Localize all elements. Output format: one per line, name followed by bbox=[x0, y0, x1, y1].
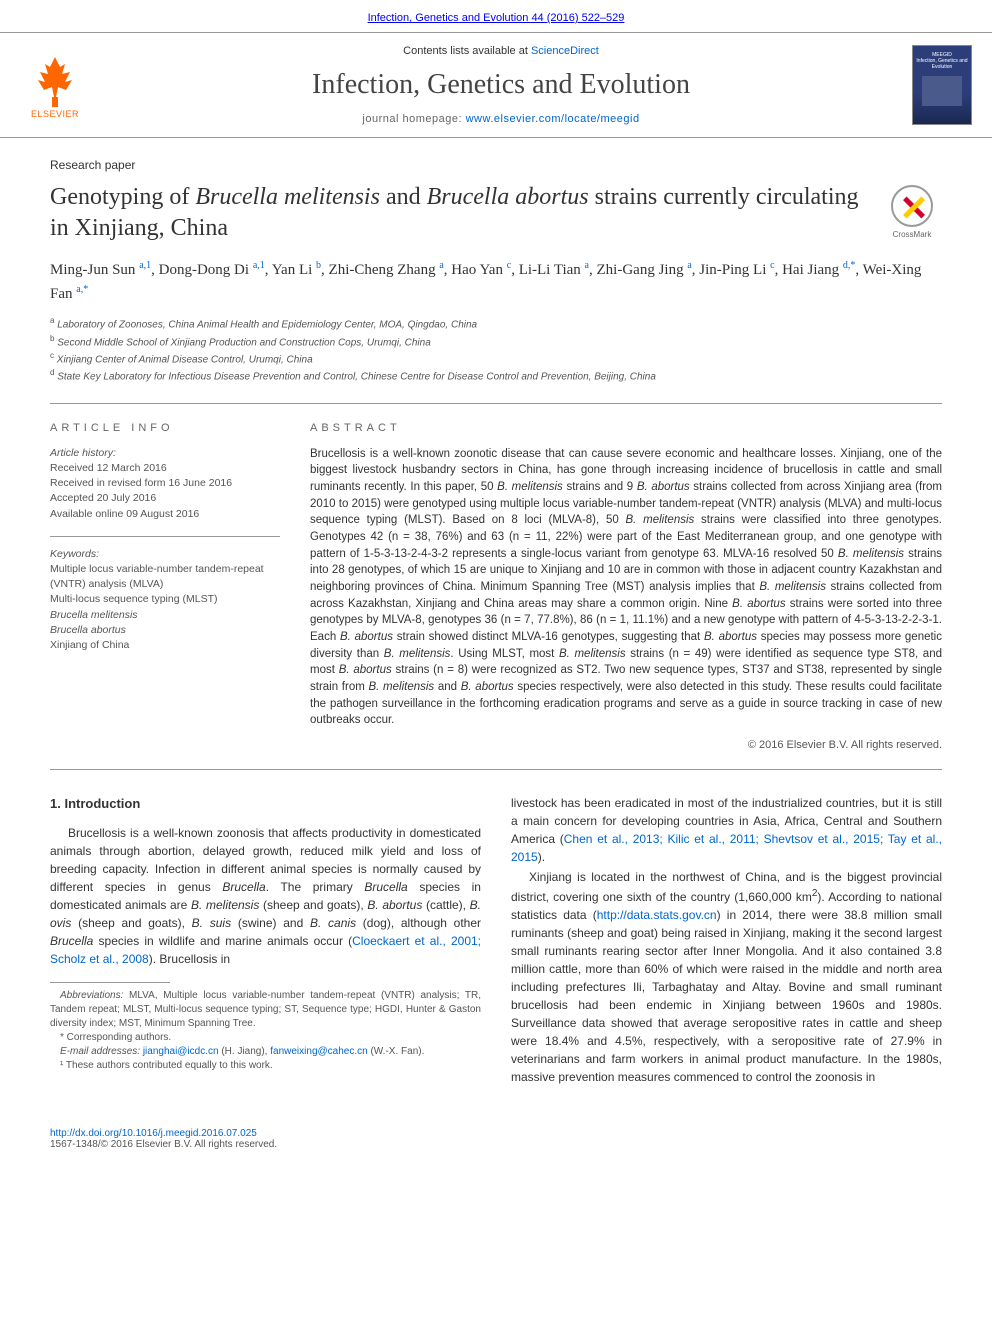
journal-cover-icon: MEEGID Infection, Genetics and Evolution bbox=[912, 45, 972, 125]
issn-copyright: 1567-1348/© 2016 Elsevier B.V. All right… bbox=[50, 1139, 277, 1150]
footnote-corresponding: * Corresponding authors. bbox=[50, 1031, 481, 1045]
crossmark-badge[interactable]: CrossMark bbox=[882, 182, 942, 242]
abstract-label: ABSTRACT bbox=[310, 422, 942, 434]
body-column-left: 1. Introduction Brucellosis is a well-kn… bbox=[50, 794, 481, 1088]
affiliations: a Laboratory of Zoonoses, China Animal H… bbox=[50, 315, 942, 384]
abstract-column: ABSTRACT Brucellosis is a well-known zoo… bbox=[310, 422, 942, 751]
abstract-text: Brucellosis is a well-known zoonotic dis… bbox=[310, 446, 942, 729]
copyright: © 2016 Elsevier B.V. All rights reserved… bbox=[310, 739, 942, 751]
intro-para-cont: livestock has been eradicated in most of… bbox=[511, 794, 942, 866]
divider-2 bbox=[50, 769, 942, 770]
body-columns: 1. Introduction Brucellosis is a well-kn… bbox=[50, 794, 942, 1088]
doi-link[interactable]: http://dx.doi.org/10.1016/j.meegid.2016.… bbox=[50, 1128, 257, 1139]
journal-reference: Infection, Genetics and Evolution 44 (20… bbox=[0, 0, 992, 32]
crossmark-icon bbox=[891, 185, 933, 227]
contents-line: Contents lists available at ScienceDirec… bbox=[110, 45, 892, 57]
intro-heading: 1. Introduction bbox=[50, 794, 481, 814]
page-footer: http://dx.doi.org/10.1016/j.meegid.2016.… bbox=[0, 1118, 992, 1180]
sciencedirect-link[interactable]: ScienceDirect bbox=[531, 45, 599, 57]
contents-prefix: Contents lists available at bbox=[403, 45, 531, 57]
elsevier-tree-icon bbox=[30, 52, 80, 107]
header-center: Contents lists available at ScienceDirec… bbox=[110, 45, 892, 125]
authors: Ming-Jun Sun a,1, Dong-Dong Di a,1, Yan … bbox=[50, 258, 942, 305]
cover-image-placeholder bbox=[922, 76, 962, 106]
article-history: Article history: Received 12 March 2016R… bbox=[50, 446, 280, 522]
title-row: Genotyping of Brucella melitensis and Br… bbox=[50, 182, 942, 244]
keywords-label: Keywords: bbox=[50, 547, 280, 562]
article-info-label: ARTICLE INFO bbox=[50, 422, 280, 434]
info-divider bbox=[50, 536, 280, 537]
cover-title: Infection, Genetics and Evolution bbox=[916, 58, 968, 70]
content: Research paper Genotyping of Brucella me… bbox=[0, 138, 992, 1118]
intro-para-2: Xinjiang is located in the northwest of … bbox=[511, 868, 942, 1086]
article-info-column: ARTICLE INFO Article history: Received 1… bbox=[50, 422, 280, 751]
history-label: Article history: bbox=[50, 446, 280, 461]
info-abstract-row: ARTICLE INFO Article history: Received 1… bbox=[50, 422, 942, 751]
article-type: Research paper bbox=[50, 158, 942, 172]
homepage-prefix: journal homepage: bbox=[362, 113, 465, 125]
intro-para-1: Brucellosis is a well-known zoonosis tha… bbox=[50, 824, 481, 968]
body-column-right: livestock has been eradicated in most of… bbox=[511, 794, 942, 1088]
journal-reference-link[interactable]: Infection, Genetics and Evolution 44 (20… bbox=[368, 12, 625, 24]
footnote-emails: E-mail addresses: jianghai@icdc.cn (H. J… bbox=[50, 1045, 481, 1059]
header-band: ELSEVIER Contents lists available at Sci… bbox=[0, 32, 992, 138]
footnotes: Abbreviations: MLVA, Multiple locus vari… bbox=[50, 989, 481, 1073]
keywords: Multiple locus variable-number tandem-re… bbox=[50, 562, 280, 653]
article-title: Genotyping of Brucella melitensis and Br… bbox=[50, 182, 862, 244]
publisher-name: ELSEVIER bbox=[31, 109, 79, 119]
footnote-rule bbox=[50, 982, 170, 983]
divider bbox=[50, 403, 942, 404]
footnote-abbrev: Abbreviations: MLVA, Multiple locus vari… bbox=[50, 989, 481, 1031]
journal-homepage-link[interactable]: www.elsevier.com/locate/meegid bbox=[466, 113, 640, 125]
keywords-block: Keywords: Multiple locus variable-number… bbox=[50, 547, 280, 654]
journal-name: Infection, Genetics and Evolution bbox=[110, 69, 892, 101]
crossmark-label: CrossMark bbox=[893, 230, 932, 239]
elsevier-logo: ELSEVIER bbox=[20, 45, 90, 125]
footnote-equal: ¹ These authors contributed equally to t… bbox=[50, 1059, 481, 1073]
homepage-line: journal homepage: www.elsevier.com/locat… bbox=[110, 113, 892, 125]
